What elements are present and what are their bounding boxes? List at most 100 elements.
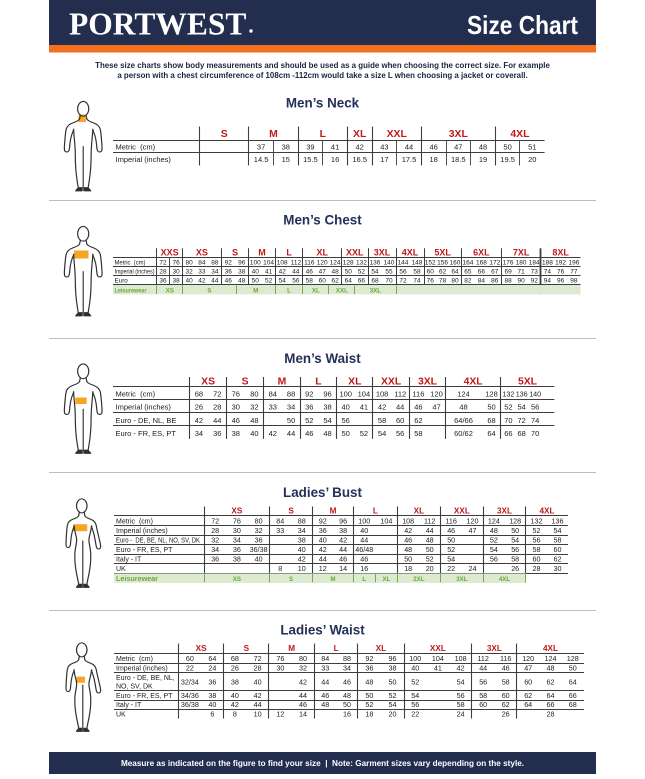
- svg-text:XL: XL: [376, 644, 386, 653]
- svg-text:40: 40: [231, 691, 239, 700]
- svg-text:Size Chart: Size Chart: [467, 10, 578, 40]
- svg-text:124: 124: [488, 516, 500, 525]
- svg-text:46: 46: [404, 536, 412, 545]
- svg-text:42: 42: [298, 554, 306, 563]
- svg-text:41: 41: [360, 403, 368, 412]
- svg-text:18.5: 18.5: [451, 155, 466, 164]
- svg-text:XXL: XXL: [346, 247, 364, 257]
- svg-text:20: 20: [426, 564, 434, 573]
- svg-text:Euro - DE, NL, BE: Euro - DE, NL, BE: [116, 416, 177, 425]
- svg-text:47: 47: [469, 526, 477, 535]
- svg-text:XXL: XXL: [381, 377, 402, 388]
- svg-text:32: 32: [185, 268, 193, 275]
- svg-text:44: 44: [321, 677, 329, 686]
- svg-text:80: 80: [255, 516, 263, 525]
- svg-text:XS: XS: [231, 507, 242, 516]
- svg-text:47: 47: [454, 143, 462, 152]
- svg-text:74: 74: [531, 416, 539, 425]
- svg-text:112: 112: [394, 390, 406, 399]
- svg-text:88: 88: [343, 654, 351, 663]
- svg-text:55: 55: [385, 268, 393, 275]
- svg-text:12: 12: [319, 564, 327, 573]
- svg-text:62: 62: [524, 691, 532, 700]
- svg-text:L: L: [286, 247, 292, 257]
- svg-text:84: 84: [198, 259, 206, 266]
- svg-text:96: 96: [323, 390, 331, 399]
- svg-text:UK: UK: [116, 711, 126, 718]
- svg-text:38: 38: [238, 268, 246, 275]
- svg-text:56: 56: [533, 536, 541, 545]
- svg-text:Metric (cm): Metric (cm): [115, 259, 146, 266]
- svg-text:68: 68: [371, 278, 379, 285]
- svg-text:43: 43: [380, 143, 388, 152]
- svg-text:39: 39: [306, 143, 314, 152]
- svg-text:18: 18: [404, 564, 412, 573]
- svg-text:48: 48: [426, 536, 434, 545]
- svg-text:88: 88: [504, 278, 512, 285]
- svg-text:These size charts show body me: These size charts show body measurements…: [95, 61, 550, 70]
- svg-text:17.5: 17.5: [402, 155, 417, 164]
- svg-text:Leisurewear: Leisurewear: [116, 574, 158, 583]
- svg-text:180: 180: [516, 259, 527, 266]
- svg-text:40: 40: [252, 268, 260, 275]
- svg-text:92: 92: [531, 278, 539, 285]
- svg-text:2XL: 2XL: [413, 576, 425, 583]
- svg-text:42: 42: [198, 278, 206, 285]
- svg-text:44: 44: [360, 536, 368, 545]
- svg-text:PORTWEST: PORTWEST: [69, 7, 246, 42]
- svg-text:192: 192: [555, 259, 566, 266]
- svg-text:L: L: [320, 129, 327, 140]
- svg-text:72: 72: [159, 259, 167, 266]
- svg-text:28: 28: [533, 564, 541, 573]
- svg-text:184: 184: [529, 259, 540, 266]
- svg-text:Imperial (inches): Imperial (inches): [116, 666, 168, 673]
- svg-text:76: 76: [233, 516, 241, 525]
- svg-text:42: 42: [254, 691, 262, 700]
- svg-text:60: 60: [186, 654, 194, 663]
- svg-text:34: 34: [211, 545, 219, 554]
- svg-text:NO, SV, DK: NO, SV, DK: [116, 683, 153, 690]
- svg-text:46: 46: [343, 677, 351, 686]
- svg-text:48: 48: [459, 403, 467, 412]
- svg-text:58: 58: [413, 268, 421, 275]
- svg-text:46: 46: [414, 403, 422, 412]
- svg-text:54: 54: [411, 691, 419, 700]
- svg-text:90: 90: [517, 278, 525, 285]
- svg-text:67: 67: [491, 268, 499, 275]
- svg-text:50: 50: [252, 278, 260, 285]
- svg-text:58: 58: [414, 429, 422, 438]
- svg-text:16: 16: [360, 564, 368, 573]
- svg-text:46: 46: [299, 700, 307, 709]
- svg-text:71: 71: [517, 268, 525, 275]
- svg-text:94: 94: [544, 278, 552, 285]
- svg-text:40: 40: [255, 554, 263, 563]
- svg-text:28: 28: [254, 664, 262, 673]
- svg-text:30: 30: [276, 664, 284, 673]
- svg-text:72: 72: [213, 390, 221, 399]
- svg-text:44: 44: [319, 554, 327, 563]
- svg-text:Ladies’ Bust: Ladies’ Bust: [283, 485, 362, 500]
- svg-text:Metric (cm): Metric (cm): [116, 518, 153, 525]
- svg-text:50: 50: [287, 416, 295, 425]
- svg-text:Metric (cm): Metric (cm): [116, 656, 153, 663]
- svg-text:76: 76: [557, 268, 565, 275]
- svg-text:XL: XL: [414, 507, 424, 516]
- svg-text:Men’s Chest: Men’s Chest: [283, 213, 362, 228]
- svg-text:L: L: [334, 644, 339, 653]
- svg-text:140: 140: [384, 259, 395, 266]
- svg-text:33: 33: [321, 664, 329, 673]
- svg-text:S: S: [232, 247, 238, 257]
- svg-text:54: 54: [378, 429, 386, 438]
- svg-text:128: 128: [509, 516, 521, 525]
- svg-text:116: 116: [412, 390, 424, 399]
- svg-text:38: 38: [208, 691, 216, 700]
- svg-text:120: 120: [522, 654, 534, 663]
- svg-text:M: M: [269, 129, 278, 140]
- svg-text:Italy - IT: Italy - IT: [116, 702, 142, 709]
- svg-text:44: 44: [254, 700, 262, 709]
- svg-text:66: 66: [569, 691, 577, 700]
- svg-text:26: 26: [502, 709, 510, 718]
- svg-text:60: 60: [524, 677, 532, 686]
- svg-text:36: 36: [319, 526, 327, 535]
- svg-text:56: 56: [490, 554, 498, 563]
